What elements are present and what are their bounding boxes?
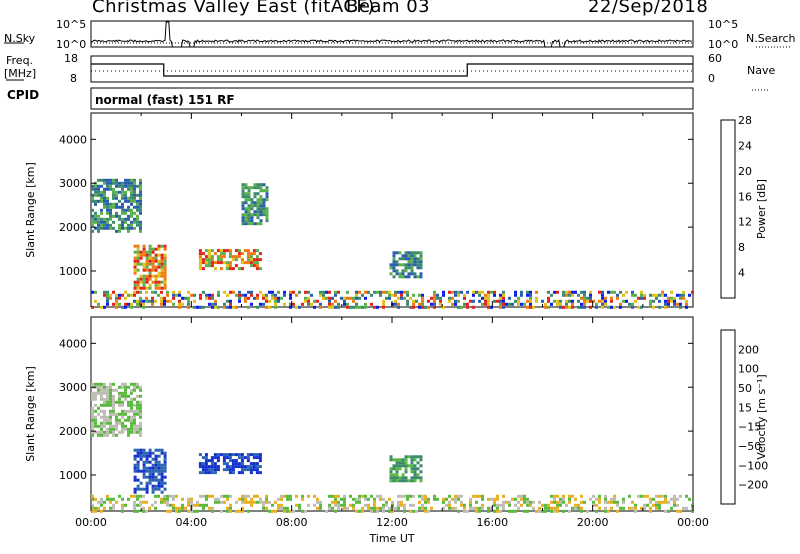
freq-unit: [MHz] bbox=[4, 67, 37, 80]
cpid-panel-frame bbox=[90, 87, 694, 110]
cpid-label: CPID bbox=[7, 88, 40, 102]
colorbar-label: Velocity [m s⁻¹] bbox=[755, 374, 768, 459]
panel-power-frame bbox=[90, 112, 694, 308]
velocity-echo-region bbox=[133, 448, 167, 494]
cpid-text: normal (fast) 151 RF bbox=[95, 93, 235, 107]
x-tick-label: 12:00 bbox=[376, 516, 408, 529]
y-tick-label: 2000 bbox=[59, 425, 87, 438]
nave-label: Nave bbox=[747, 64, 776, 77]
y-tick-label: 2000 bbox=[59, 221, 87, 234]
x-tick-label: 04:00 bbox=[175, 516, 207, 529]
colorbar-label: Power [dB] bbox=[755, 179, 768, 239]
noise-right-tick-bottom: 10^0 bbox=[708, 38, 739, 51]
noise-left-tick-top: 10^5 bbox=[56, 18, 87, 31]
colorbar-frame bbox=[720, 329, 736, 505]
colorbar-tick-label: −200 bbox=[738, 479, 768, 492]
y-tick-label: 1000 bbox=[59, 265, 87, 278]
x-tick-label: 20:00 bbox=[577, 516, 609, 529]
noise-panel-frame bbox=[90, 20, 694, 48]
x-tick-label: 16:00 bbox=[476, 516, 508, 529]
velocity-echo-region bbox=[389, 455, 423, 483]
colorbar-tick-label: −15 bbox=[738, 421, 761, 434]
y-tick-label: 3000 bbox=[59, 381, 87, 394]
colorbar-tick-label: 15 bbox=[738, 401, 752, 414]
y-tick-label: 4000 bbox=[59, 133, 87, 146]
colorbar-tick-label: 16 bbox=[738, 190, 752, 203]
noise-sky-trace bbox=[90, 21, 692, 48]
noise-left-tick-bottom: 10^0 bbox=[56, 38, 87, 51]
x-tick-label: 00:00 bbox=[677, 516, 709, 529]
noise-right-tick-top: 10^5 bbox=[708, 18, 739, 31]
colorbar-tick-label: −50 bbox=[738, 440, 761, 453]
noise-search-label: N.Search bbox=[746, 32, 796, 45]
station-title: Christmas Valley East (fitACF) bbox=[92, 0, 375, 17]
colorbar-tick-label: 8 bbox=[738, 241, 745, 254]
power-echo-region bbox=[389, 251, 423, 279]
colorbar-tick-label: 24 bbox=[738, 139, 752, 152]
colorbar-tick-label: 4 bbox=[738, 267, 745, 280]
freq-label: Freq. bbox=[6, 54, 34, 67]
nave-tick-top: 60 bbox=[708, 52, 722, 65]
velocity-echo-region bbox=[91, 494, 694, 513]
freq-trace bbox=[91, 63, 693, 77]
colorbar-tick-label: 12 bbox=[738, 216, 752, 229]
y-axis-label: Slant Range [km] bbox=[24, 366, 37, 462]
colorbar-tick-label: 28 bbox=[738, 114, 752, 127]
colorbar-tick-label: −100 bbox=[738, 459, 768, 472]
freq-tick-bottom: 8 bbox=[70, 72, 77, 85]
y-axis-label: Slant Range [km] bbox=[24, 162, 37, 258]
power-echo-region bbox=[91, 290, 694, 309]
power-echo-region bbox=[133, 244, 167, 290]
noise-sky-label: N.Sky bbox=[4, 32, 36, 45]
freq-tick-top: 18 bbox=[64, 52, 78, 65]
colorbar-tick-label: 200 bbox=[738, 343, 759, 356]
y-tick-label: 1000 bbox=[59, 469, 87, 482]
x-tick-label: 00:00 bbox=[75, 516, 107, 529]
date-label: 22/Sep/2018 bbox=[588, 0, 709, 17]
colorbar-tick-label: 50 bbox=[738, 382, 752, 395]
power-echo-region bbox=[198, 249, 262, 271]
freq-panel-frame bbox=[90, 55, 694, 83]
colorbar-frame bbox=[720, 119, 736, 299]
y-tick-label: 3000 bbox=[59, 177, 87, 190]
nave-tick-bottom: 0 bbox=[708, 72, 715, 85]
x-axis-label: Time UT bbox=[368, 532, 414, 545]
colorbar-tick-label: 20 bbox=[738, 165, 752, 178]
beam-label: Beam 03 bbox=[346, 0, 431, 17]
y-tick-label: 4000 bbox=[59, 337, 87, 350]
power-echo-region bbox=[241, 183, 269, 226]
x-tick-label: 08:00 bbox=[276, 516, 308, 529]
velocity-echo-region bbox=[91, 382, 142, 437]
velocity-echo-region bbox=[198, 453, 262, 475]
colorbar-tick-label: 100 bbox=[738, 363, 759, 376]
